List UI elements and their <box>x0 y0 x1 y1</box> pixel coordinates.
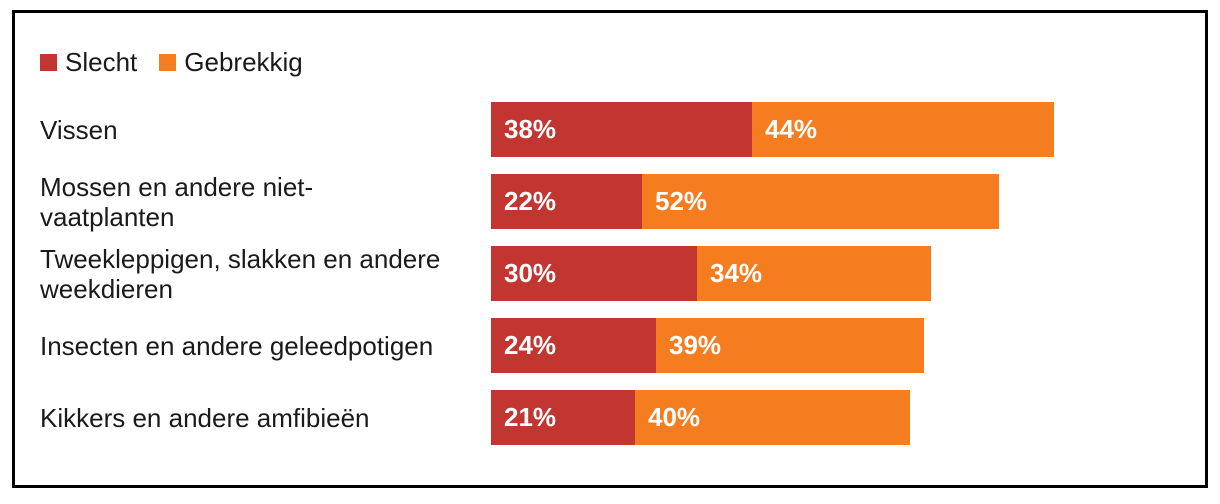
legend-label-gebrekkig: Gebrekkig <box>184 47 303 77</box>
chart-row: Vissen 38% 44% <box>15 102 1205 157</box>
bar-value-label: 39% <box>669 330 722 360</box>
bar-segment-slecht: 24% <box>491 318 656 373</box>
bar-segment-gebrekkig: 44% <box>752 102 1054 157</box>
legend: Slecht Gebrekkig <box>40 49 1205 75</box>
bar-segment-gebrekkig: 52% <box>642 174 999 229</box>
legend-label-slecht: Slecht <box>65 47 138 77</box>
bar-value-label: 52% <box>655 186 708 216</box>
legend-swatch-slecht-icon <box>40 53 57 71</box>
bar-value-label: 40% <box>648 402 701 432</box>
bar-group: 22% 52% <box>491 174 999 229</box>
chart-row: Tweekleppigen, slakken en andere weekdie… <box>15 243 1205 304</box>
bar-segment-slecht: 38% <box>491 102 752 157</box>
chart-rows: Vissen 38% 44% Mossen en andere niet- vaatp… <box>15 102 1205 445</box>
bar-value-label: 34% <box>710 258 763 288</box>
bar-segment-gebrekkig: 34% <box>697 246 931 301</box>
bar-segment-slecht: 21% <box>491 390 635 445</box>
category-label: Insecten en andere geleedpotigen <box>40 330 434 361</box>
chart-row: Insecten en andere geleedpotigen 24% 39% <box>15 318 1205 373</box>
bar-group: 21% 40% <box>491 390 910 445</box>
bar-segment-gebrekkig: 40% <box>635 390 910 445</box>
bar-value-label: 22% <box>504 186 557 216</box>
chart-row: Mossen en andere niet- vaatplanten 22% 52% <box>15 171 1205 232</box>
legend-swatch-gebrekkig-icon <box>159 53 177 71</box>
legend-item-gebrekkig: Gebrekkig <box>159 49 303 75</box>
bar-value-label: 24% <box>504 330 557 360</box>
bar-group: 38% 44% <box>491 102 1054 157</box>
bar-value-label: 44% <box>765 114 818 144</box>
bar-segment-slecht: 30% <box>491 246 697 301</box>
legend-item-slecht: Slecht <box>40 49 137 75</box>
chart-row: Kikkers en andere amfibieën 21% 40% <box>15 390 1205 445</box>
category-label: Kikkers en andere amfibieën <box>40 402 370 433</box>
category-label: Vissen <box>40 114 118 145</box>
chart-frame: Slecht Gebrekkig Vissen 38% 44% Mossen en a… <box>12 10 1208 488</box>
category-label: Mossen en andere niet- vaatplanten <box>40 171 314 232</box>
bar-value-label: 38% <box>504 114 557 144</box>
bar-segment-gebrekkig: 39% <box>656 318 924 373</box>
bar-value-label: 30% <box>504 258 557 288</box>
bar-segment-slecht: 22% <box>491 174 642 229</box>
bar-group: 30% 34% <box>491 246 931 301</box>
bar-group: 24% 39% <box>491 318 924 373</box>
category-label: Tweekleppigen, slakken en andere weekdie… <box>40 243 441 304</box>
bar-value-label: 21% <box>504 402 557 432</box>
